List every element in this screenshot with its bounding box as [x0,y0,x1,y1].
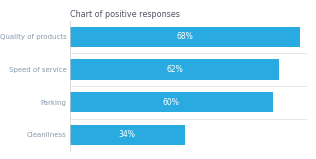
Bar [70,59,279,80]
Bar [70,27,300,47]
Bar [70,92,273,112]
Text: 62%: 62% [166,65,183,74]
Text: 34%: 34% [118,131,136,139]
Text: Chart of positive responses: Chart of positive responses [70,10,179,18]
Text: 60%: 60% [163,98,179,107]
Text: 68%: 68% [176,32,193,41]
Bar [70,125,185,145]
